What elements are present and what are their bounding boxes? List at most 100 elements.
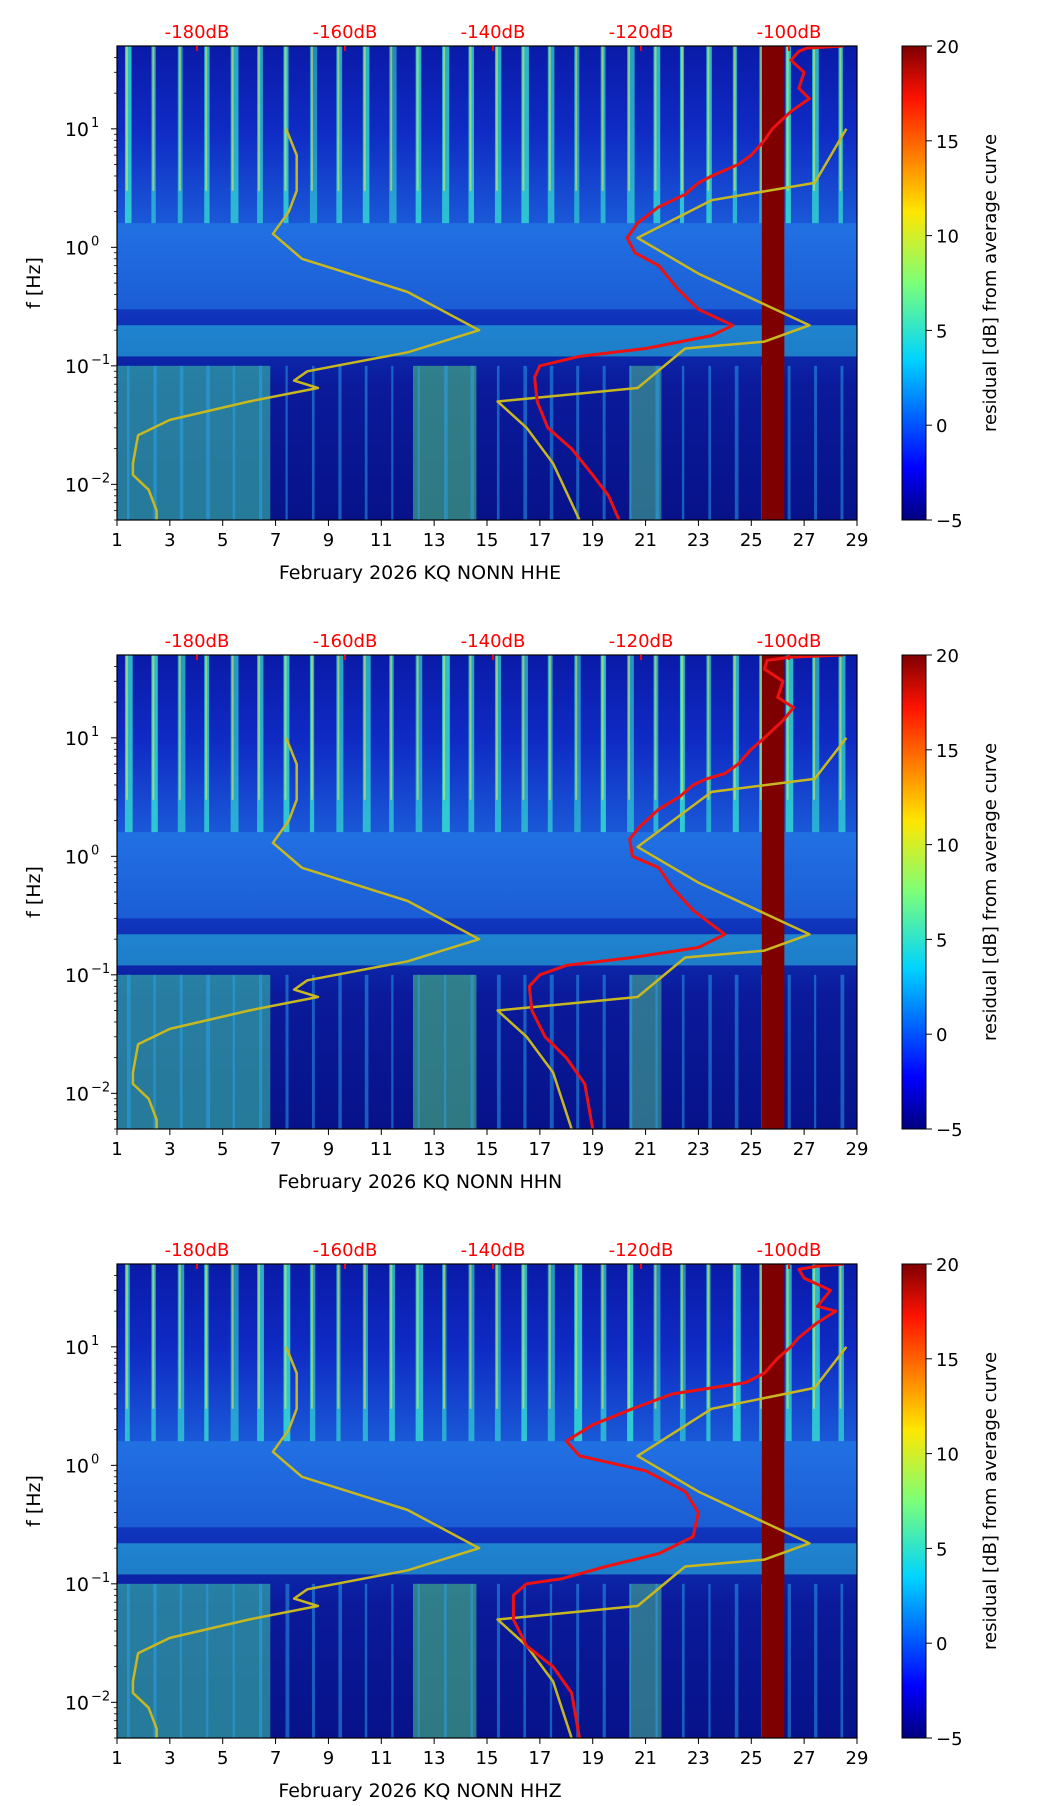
db-scale-label: -140dB bbox=[461, 22, 526, 43]
daily-noise-stripe bbox=[496, 365, 500, 520]
daily-noise-stripe bbox=[179, 365, 184, 520]
curve-reference-model-curve-right- bbox=[496, 737, 848, 1129]
db-scale-label: -140dB bbox=[461, 631, 526, 652]
daily-noise-stripe bbox=[760, 46, 763, 191]
daily-noise-stripe bbox=[151, 655, 158, 833]
daily-noise-stripe bbox=[258, 46, 261, 191]
daily-noise-stripe bbox=[575, 1264, 578, 1409]
daily-noise-stripe bbox=[470, 365, 475, 520]
y-tick-exponent: −2 bbox=[91, 1080, 110, 1095]
x-tick-label: 3 bbox=[164, 1748, 175, 1769]
daily-noise-stripe bbox=[548, 1264, 551, 1409]
x-tick-label: 29 bbox=[846, 1139, 869, 1160]
daily-noise-stripe bbox=[575, 655, 578, 800]
daily-noise-stripe bbox=[152, 1264, 155, 1409]
x-tick-label: 5 bbox=[217, 1139, 228, 1160]
daily-noise-stripe bbox=[839, 655, 842, 800]
db-scale-label: -160dB bbox=[313, 631, 378, 652]
y-axis-label-hhz: f [Hz] bbox=[23, 1475, 45, 1527]
daily-noise-stripe bbox=[284, 1264, 287, 1409]
curve-station-median-noise bbox=[527, 655, 844, 1129]
y-tick-exponent: 0 bbox=[91, 234, 99, 249]
x-tick-label: 23 bbox=[687, 1139, 710, 1160]
daily-noise-stripe bbox=[284, 655, 287, 800]
daily-noise-stripe bbox=[390, 46, 393, 191]
microseism-band bbox=[117, 223, 857, 310]
daily-noise-stripe bbox=[153, 974, 156, 1129]
x-tick-label: 3 bbox=[164, 530, 175, 551]
daily-noise-stripe bbox=[654, 1264, 657, 1409]
daily-noise-stripe bbox=[732, 1264, 741, 1442]
daily-noise-stripe bbox=[785, 655, 794, 833]
x-tick-label: 21 bbox=[634, 530, 657, 551]
y-tick-label: 10 bbox=[65, 728, 89, 750]
y-tick-label: 10 bbox=[65, 1083, 89, 1105]
daily-noise-stripe bbox=[547, 1264, 555, 1442]
y-tick-label: 10 bbox=[65, 1692, 89, 1714]
microseism-band bbox=[117, 1543, 857, 1575]
daily-noise-stripe bbox=[787, 1583, 791, 1738]
daily-noise-stripe bbox=[812, 1264, 820, 1442]
x-tick-label: 15 bbox=[476, 530, 499, 551]
daily-noise-stripe bbox=[840, 365, 844, 520]
colorbar-tick-label: 15 bbox=[936, 741, 959, 762]
daily-noise-stripe bbox=[391, 1583, 394, 1738]
daily-noise-stripe bbox=[628, 1264, 631, 1409]
daily-noise-stripe bbox=[786, 655, 789, 800]
daily-noise-stripe bbox=[522, 1264, 525, 1409]
daily-noise-stripe bbox=[284, 46, 287, 191]
colorbar-tick-label: 10 bbox=[936, 836, 959, 857]
daily-noise-stripe bbox=[126, 365, 130, 520]
daily-noise-stripe bbox=[310, 1264, 313, 1409]
daily-noise-stripe bbox=[231, 46, 234, 191]
y-tick-label: 10 bbox=[65, 119, 89, 141]
daily-noise-stripe bbox=[206, 1583, 209, 1738]
x-tick-label: 17 bbox=[528, 530, 551, 551]
curve-reference-model-curve-right- bbox=[496, 128, 848, 520]
microseism-band bbox=[117, 832, 857, 919]
daily-noise-stripe bbox=[310, 655, 313, 800]
daily-noise-stripe bbox=[257, 655, 264, 833]
daily-noise-stripe bbox=[813, 1264, 816, 1409]
daily-noise-stripe bbox=[469, 655, 472, 800]
daily-noise-stripe bbox=[442, 655, 450, 833]
daily-noise-stripe bbox=[708, 974, 712, 1129]
db-scale-label: -100dB bbox=[757, 1240, 822, 1261]
daily-noise-stripe bbox=[125, 1264, 128, 1409]
x-tick-label: 25 bbox=[740, 530, 763, 551]
daily-noise-stripe bbox=[655, 1583, 658, 1738]
daily-noise-stripe bbox=[153, 365, 157, 520]
colorbar-hhz bbox=[901, 1263, 927, 1739]
daily-noise-stripe bbox=[707, 1264, 710, 1409]
colorbar-tick-label: −5 bbox=[936, 1729, 963, 1750]
daily-noise-stripe bbox=[574, 1264, 583, 1442]
db-scale-label: -180dB bbox=[165, 1240, 230, 1261]
daily-noise-stripe bbox=[812, 46, 819, 224]
daily-noise-stripe bbox=[469, 1264, 472, 1409]
y-tick-exponent: −2 bbox=[91, 471, 110, 486]
daily-noise-stripe bbox=[495, 46, 498, 191]
colorbar-label-hhn: residual [dB] from average curve bbox=[980, 743, 1001, 1041]
colorbar-tick-label: −5 bbox=[936, 511, 963, 532]
colorbar-label-hhe: residual [dB] from average curve bbox=[980, 134, 1001, 432]
x-tick-label: 27 bbox=[793, 1139, 816, 1160]
daily-noise-stripe bbox=[179, 1583, 182, 1738]
x-tick-label: 11 bbox=[370, 530, 393, 551]
daily-noise-stripe bbox=[628, 46, 631, 191]
daily-noise-stripe bbox=[259, 1583, 263, 1738]
daily-noise-stripe bbox=[627, 1264, 634, 1442]
db-scale-label: -140dB bbox=[461, 1240, 526, 1261]
daily-noise-stripe bbox=[496, 1583, 500, 1738]
data-gap-band bbox=[761, 1264, 785, 1738]
daily-noise-stripe bbox=[206, 365, 210, 520]
daily-noise-stripe bbox=[470, 974, 474, 1129]
curve-reference-model-curve bbox=[131, 128, 481, 520]
y-axis-label-hhe: f [Hz] bbox=[23, 257, 45, 309]
x-tick-label: 19 bbox=[581, 1748, 604, 1769]
daily-noise-stripe bbox=[363, 46, 366, 191]
daily-noise-stripe bbox=[734, 974, 739, 1129]
db-scale-label: -120dB bbox=[609, 631, 674, 652]
low-frequency-band bbox=[117, 1583, 271, 1738]
daily-noise-stripe bbox=[602, 365, 606, 520]
